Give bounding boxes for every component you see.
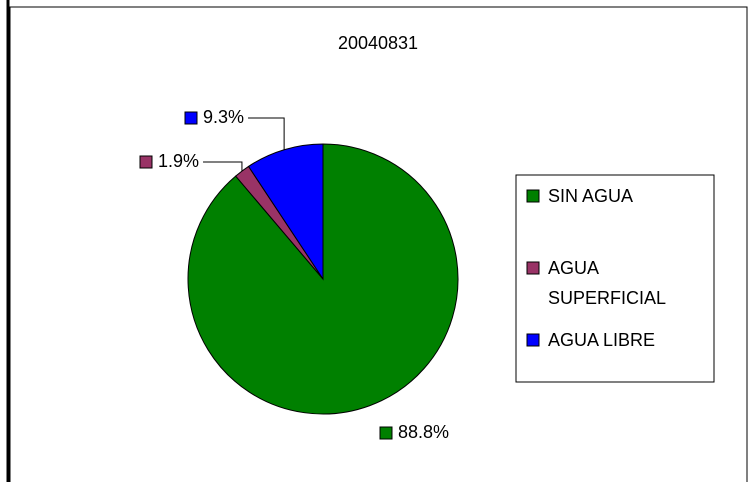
data-label: 1.9% — [158, 151, 199, 171]
legend-swatch — [526, 189, 540, 203]
data-label: 9.3% — [203, 107, 244, 127]
data-label: 88.8% — [398, 422, 449, 442]
leader-line — [248, 117, 285, 150]
pie-slice — [247, 143, 324, 281]
legend-swatch — [526, 333, 540, 347]
legend-label: AGUA LIBRE — [548, 330, 656, 350]
legend-label: AGUA SUPERFICIAL — [548, 258, 667, 308]
label-swatch — [139, 155, 153, 169]
label-swatch — [184, 111, 198, 125]
chart-title: 20040831 — [338, 33, 418, 53]
legend-box — [515, 174, 715, 383]
legend-swatch — [526, 261, 540, 275]
label-swatch — [379, 426, 393, 440]
leader-line — [203, 161, 243, 172]
legend-label: SIN AGUA — [548, 186, 634, 206]
